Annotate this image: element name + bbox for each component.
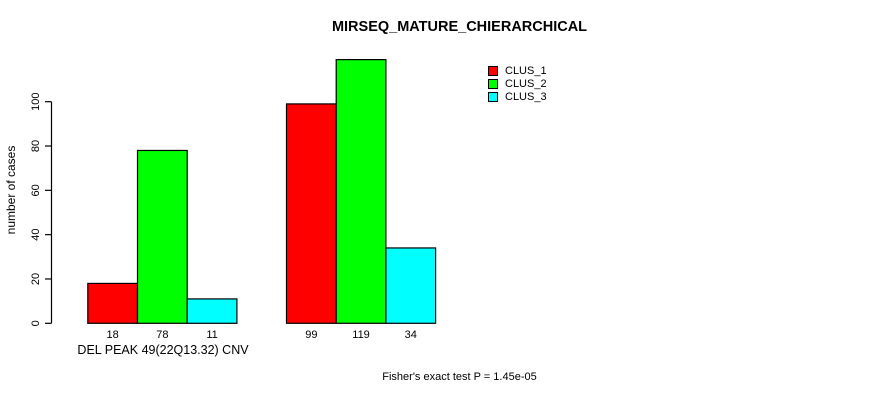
legend-swatch-clus-1-icon (488, 66, 498, 76)
bar-value-label: 78 (156, 329, 168, 341)
bar-value-label: 99 (305, 329, 317, 341)
bar-clus_2-group-2 (335, 58, 387, 324)
bar-clus_1-group-2 (285, 103, 337, 324)
bar-clus_3-group-2 (385, 247, 437, 324)
bar-value-label: 119 (352, 329, 370, 341)
legend: CLUS_1 CLUS_2 CLUS_3 (488, 65, 547, 103)
y-axis-tick-label: 60 (30, 184, 42, 196)
x-axis-label: DEL PEAK 49(22Q13.32) CNV (77, 343, 249, 357)
y-axis-tick-label: 0 (30, 320, 42, 326)
chart-title: MIRSEQ_MATURE_CHIERARCHICAL (331, 19, 588, 35)
bar-clus_1-group-1 (87, 282, 139, 324)
legend-item-clus-2: CLUS_2 (488, 78, 547, 90)
y-axis-tick-label: 20 (30, 273, 42, 285)
fisher-test-note: Fisher's exact test P = 1.45e-05 (382, 371, 537, 383)
legend-label-clus-1: CLUS_1 (505, 65, 547, 77)
bar-value-label: 11 (206, 329, 217, 341)
bar-clus_2-group-1 (136, 149, 188, 324)
legend-label-clus-2: CLUS_2 (505, 78, 547, 90)
bar-clus_3-group-1 (186, 298, 238, 324)
legend-item-clus-1: CLUS_1 (488, 65, 547, 77)
legend-swatch-clus-2-icon (488, 79, 498, 89)
y-axis-tick-label: 80 (30, 140, 42, 152)
y-axis-tick-label: 40 (30, 229, 42, 241)
legend-item-clus-3: CLUS_3 (488, 91, 547, 103)
y-axis-tick-label: 100 (30, 93, 42, 111)
bar-value-label: 18 (107, 329, 119, 341)
legend-label-clus-3: CLUS_3 (505, 91, 547, 103)
bar-value-label: 34 (405, 329, 417, 341)
legend-swatch-clus-3-icon (488, 92, 498, 102)
